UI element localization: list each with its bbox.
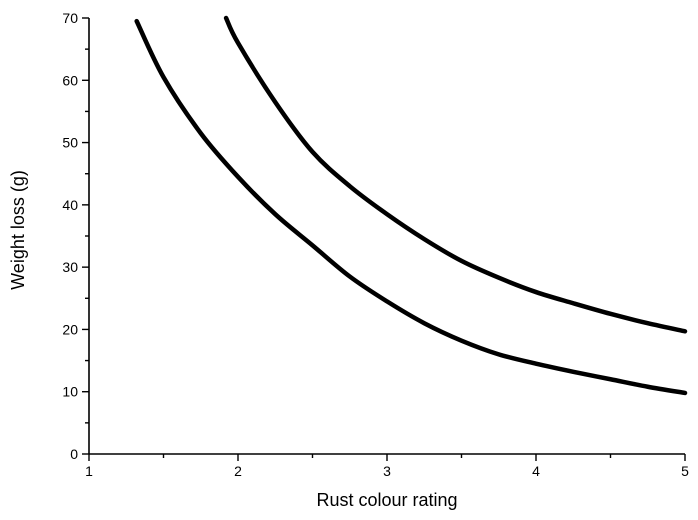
x-tick-label: 1 [85, 463, 93, 479]
y-tick-label: 60 [62, 72, 78, 88]
y-tick-label: 40 [62, 197, 78, 213]
y-axis-title: Weight loss (g) [8, 170, 28, 290]
x-tick-label: 3 [383, 463, 391, 479]
x-axis-title: Rust colour rating [316, 490, 457, 510]
ticks [82, 17, 686, 461]
series-line-1 [134, 18, 688, 396]
x-tick-label: 2 [234, 463, 242, 479]
series-group [134, 15, 688, 396]
y-tick-label: 10 [62, 384, 78, 400]
x-tick-label: 5 [681, 463, 689, 479]
y-tick-label: 30 [62, 259, 78, 275]
series-line-2 [223, 15, 688, 334]
y-tick-label: 50 [62, 135, 78, 151]
y-tick-label: 70 [62, 10, 78, 26]
y-tick-label: 20 [62, 321, 78, 337]
axes [88, 18, 685, 455]
x-tick-label: 4 [532, 463, 540, 479]
y-tick-label: 0 [70, 446, 78, 462]
